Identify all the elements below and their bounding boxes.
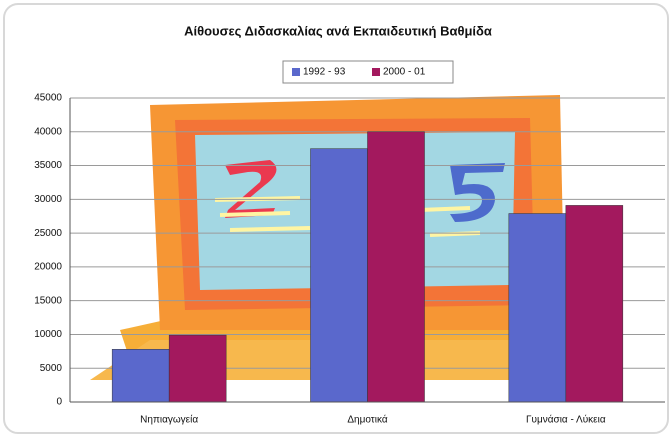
y-tick-label: 35000 [34,160,62,171]
bar [367,131,425,403]
legend-label: 1992 - 93 [303,67,346,78]
x-tick-label: Δημοτικά [347,414,387,426]
x-tick-label: Νηπιαγωγεία [140,414,198,426]
y-tick-label: 10000 [34,329,62,340]
bar [565,205,624,403]
y-tick-label: 0 [56,397,62,408]
y-tick-label: 20000 [34,262,62,273]
y-tick-label: 15000 [34,295,62,306]
bar [508,213,567,403]
chart-title: Αίθουσες Διδασκαλίας ανά Εκπαιδευτική Βα… [184,23,492,38]
y-tick-label: 30000 [34,194,62,205]
bar [168,334,227,403]
legend-label: 2000 - 01 [383,67,426,78]
bar [111,349,170,403]
legend-swatch [372,68,380,76]
y-tick-label: 25000 [34,228,62,239]
y-tick-label: 45000 [34,93,62,104]
bar [310,148,368,403]
legend-swatch [292,68,300,76]
legend-box [282,60,454,84]
y-tick-label: 40000 [34,126,62,137]
y-tick-label: 5000 [40,363,63,374]
x-tick-label: Γυμνάσια - Λύκεια [526,414,606,426]
